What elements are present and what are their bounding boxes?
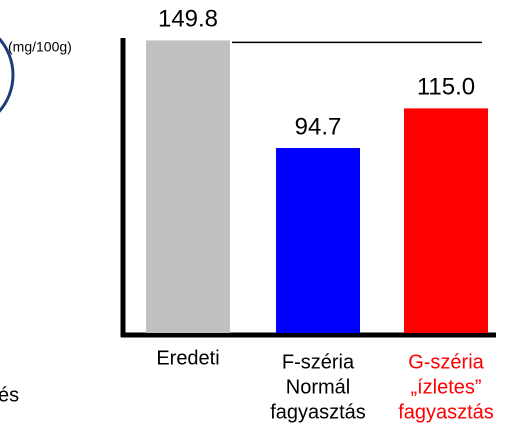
x-tick-label: Normál: [286, 376, 350, 398]
value-label: 94.7: [295, 113, 342, 140]
bar: [276, 148, 360, 333]
bar: [404, 108, 488, 333]
x-tick-label: Eredeti: [156, 347, 219, 369]
x-tick-label: fagyasztás: [398, 401, 494, 423]
x-tick-label: F-széria: [282, 351, 355, 373]
bar: [146, 40, 230, 334]
side-text: és: [0, 384, 19, 406]
decor-circle: [0, 37, 15, 113]
y-axis-label: (mg/100g): [8, 39, 72, 55]
x-tick-label: G-széria: [408, 351, 484, 373]
value-label: 149.8: [158, 6, 218, 33]
x-tick-label: „ízletes”: [410, 376, 481, 398]
x-tick-label: fagyasztás: [270, 401, 366, 423]
value-label: 115.0: [417, 74, 475, 101]
